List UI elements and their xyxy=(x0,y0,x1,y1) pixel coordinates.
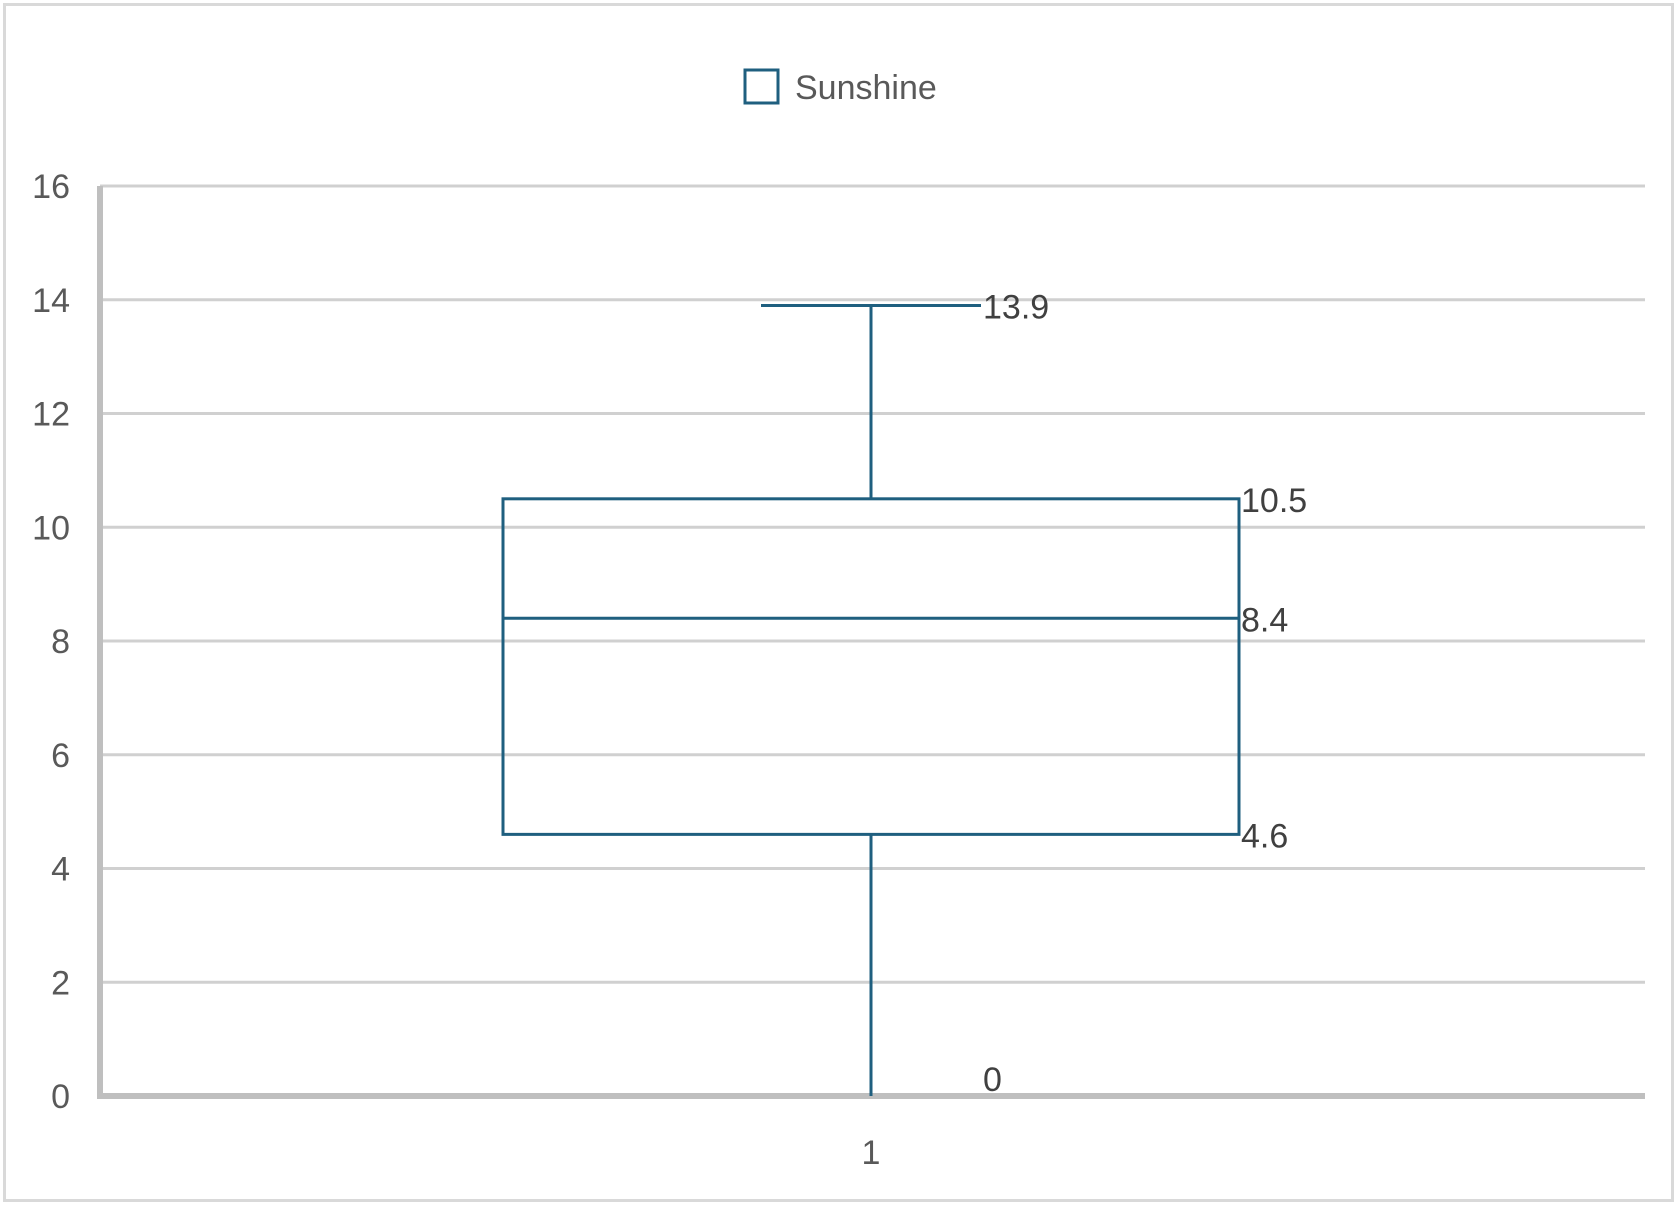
iqr-box xyxy=(501,497,1241,836)
data-labels: 13.9 10.5 8.4 4.6 0 xyxy=(983,288,1307,1099)
legend-swatch xyxy=(743,68,780,105)
chart-frame xyxy=(3,3,1674,1202)
box-plot-series xyxy=(501,303,1241,1096)
legend-label: Sunshine xyxy=(795,69,937,107)
q1-label: 4.6 xyxy=(1241,817,1288,855)
y-axis: 0 2 4 6 8 10 12 14 16 xyxy=(32,168,103,1116)
y-tick-label: 6 xyxy=(51,737,70,775)
x-tick-label: 1 xyxy=(862,1134,881,1172)
legend: Sunshine xyxy=(743,68,937,107)
y-tick-label: 14 xyxy=(32,282,70,320)
max-label: 13.9 xyxy=(983,288,1049,326)
y-tick-label: 10 xyxy=(32,509,70,547)
median-label: 8.4 xyxy=(1241,601,1288,639)
q3-label: 10.5 xyxy=(1241,482,1307,520)
y-tick-label: 2 xyxy=(51,964,70,1002)
x-axis: 1 xyxy=(97,1093,1645,1172)
y-tick-label: 12 xyxy=(32,396,70,434)
y-tick-label: 4 xyxy=(51,851,70,889)
min-label: 0 xyxy=(983,1061,1002,1099)
y-tick-label: 0 xyxy=(51,1078,70,1116)
y-tick-label: 16 xyxy=(32,168,70,206)
y-tick-label: 8 xyxy=(51,623,70,661)
